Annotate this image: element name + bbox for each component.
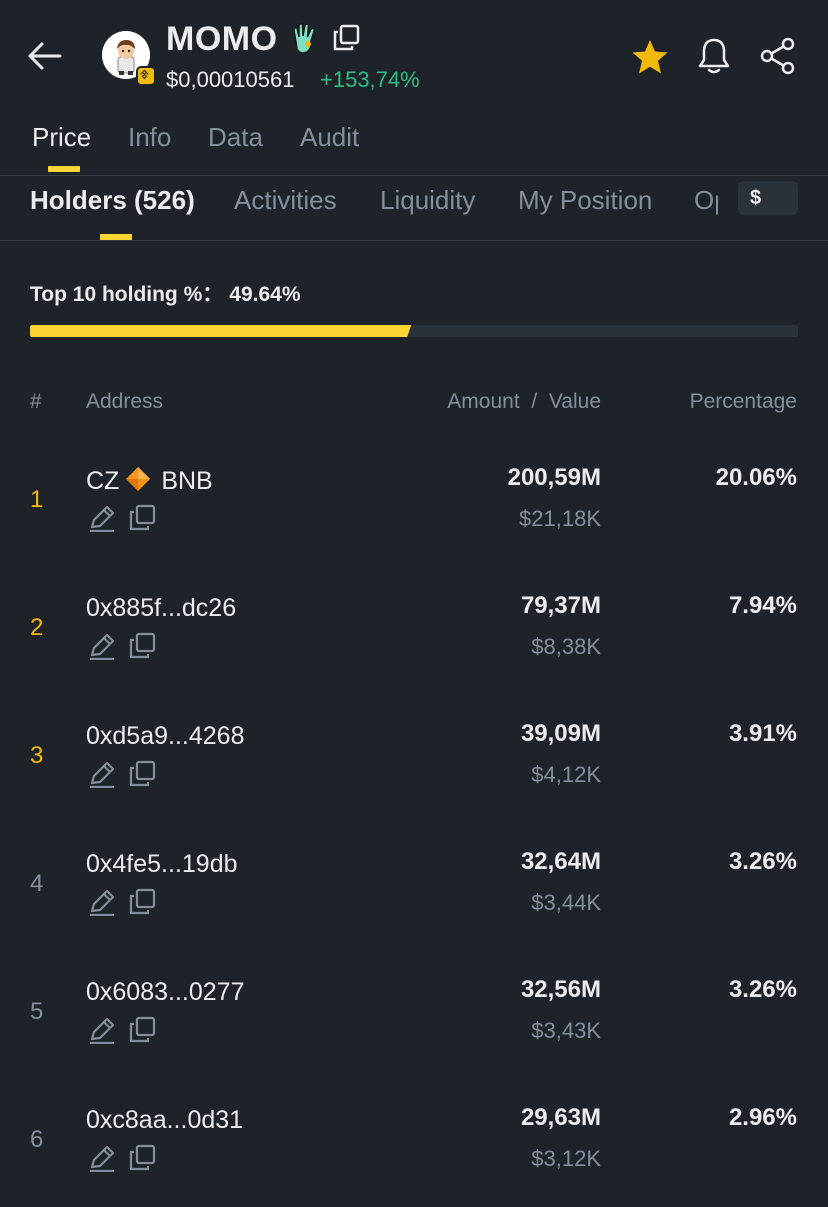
token-price: $0,00010561 [166, 67, 295, 92]
holder-rank: 1 [30, 486, 44, 513]
edit-icon[interactable] [88, 1144, 116, 1172]
holder-value: $21,18K [519, 506, 601, 531]
holder-value: $3,43K [531, 1018, 601, 1043]
holder-row[interactable]: 2 0x885f...dc26 79,37M $8,38K 7.94% [0, 578, 828, 706]
tab-my-position[interactable]: My Position [518, 185, 653, 215]
holder-address-link[interactable]: 0xc8aa...0d31 [86, 1106, 243, 1135]
holder-percentage: 20.06% [715, 464, 797, 491]
holder-address-link[interactable]: CZ BNB [86, 466, 213, 496]
copy-icon[interactable] [128, 760, 156, 788]
holder-rank: 2 [30, 614, 44, 641]
tab-op[interactable]: Op [694, 185, 718, 215]
edit-icon[interactable] [88, 504, 116, 532]
holder-amount: 32,56M [520, 976, 601, 1003]
tab-activities[interactable]: Activities [234, 185, 337, 215]
holder-rank: 5 [30, 998, 44, 1025]
top10-progress-bar [30, 325, 798, 337]
holder-row[interactable]: 6 0xc8aa...0d31 29,63M $3,12K 2.96% [0, 1090, 828, 1207]
holder-rank: 3 [30, 742, 44, 769]
star-icon[interactable] [630, 38, 670, 76]
holder-amount: 39,09M [520, 720, 601, 747]
share-icon[interactable] [758, 36, 798, 76]
holder-value: $3,44K [531, 890, 601, 915]
sub-tab-bar: Holders (526) Activities Liquidity My Po… [0, 176, 828, 241]
holder-row[interactable]: 4 0x4fe5...19db 32,64M $3,44K 3.26% [0, 834, 828, 962]
holder-value: $4,12K [531, 762, 601, 787]
copy-icon[interactable] [332, 24, 360, 52]
tab-audit[interactable]: Audit [300, 122, 360, 152]
tab-holders[interactable]: Holders (526) [30, 185, 195, 215]
holder-address-link[interactable]: 0x4fe5...19db [86, 850, 238, 879]
holder-percentage: 2.96% [728, 1104, 797, 1131]
hand-emoji-icon [293, 23, 316, 54]
holder-percentage: 3.26% [728, 976, 797, 1003]
active-subtab-indicator [100, 234, 132, 240]
holder-address: 0xd5a9...4268 [86, 722, 245, 750]
token-header: MOMO $0,00010561 +153,74% [0, 0, 828, 112]
holder-value: $8,38K [531, 634, 601, 659]
holder-rank: 6 [30, 1126, 44, 1153]
edit-icon[interactable] [88, 1016, 116, 1044]
tab-price[interactable]: Price [32, 122, 92, 152]
holder-amount: 29,63M [520, 1104, 601, 1131]
holder-percentage: 7.94% [728, 592, 797, 619]
currency-toggle[interactable]: $ [738, 181, 798, 215]
holder-address-link[interactable]: 0xd5a9...4268 [86, 722, 244, 751]
holder-row[interactable]: 1 CZ BNB 200,59M $21,18K 20.06% [0, 450, 828, 578]
token-name: MOMO [166, 20, 278, 58]
copy-icon[interactable] [128, 888, 156, 916]
copy-icon[interactable] [128, 1144, 156, 1172]
holder-address: 0x885f...dc26 [86, 594, 237, 622]
holder-address-link[interactable]: 0x6083...0277 [86, 978, 244, 1007]
col-amount-value: Amount / Value [447, 390, 601, 413]
tab-info[interactable]: Info [128, 122, 172, 152]
holder-address-link[interactable]: 0x885f...dc26 [86, 594, 236, 623]
holder-row[interactable]: 5 0x6083...0277 32,56M $3,43K 3.26% [0, 962, 828, 1090]
holder-value: $3,12K [531, 1146, 601, 1171]
top10-value: 49.64% [229, 283, 301, 306]
tab-overflow-clip: Op [694, 176, 718, 240]
holder-amount: 79,37M [520, 592, 601, 619]
price-change: +153,74% [320, 67, 420, 92]
holder-percentage: 3.91% [728, 720, 797, 747]
top10-summary: Top 10 holding %： 49.64% [30, 278, 307, 308]
copy-icon[interactable] [128, 632, 156, 660]
top10-progress-fill [30, 325, 411, 337]
edit-icon[interactable] [88, 632, 116, 660]
holder-address: 0x4fe5...19db [86, 850, 238, 878]
holder-address: CZ [86, 467, 120, 495]
bnb-chain-badge [136, 66, 156, 86]
main-tab-bar: Price Info Data Audit [0, 112, 828, 176]
col-percentage: Percentage [689, 390, 797, 413]
tab-liquidity[interactable]: Liquidity [380, 185, 476, 215]
col-address: Address [86, 390, 164, 413]
bell-icon[interactable] [694, 36, 734, 76]
holder-amount: 32,64M [520, 848, 601, 875]
holder-address: 0x6083...0277 [86, 978, 245, 1006]
edit-icon[interactable] [88, 760, 116, 788]
holder-percentage: 3.26% [728, 848, 797, 875]
tab-data[interactable]: Data [208, 122, 263, 152]
copy-icon[interactable] [128, 1016, 156, 1044]
holder-row[interactable]: 3 0xd5a9...4268 39,09M $4,12K 3.91% [0, 706, 828, 834]
col-rank: # [30, 390, 42, 413]
holder-amount: 200,59M [507, 464, 601, 491]
diamond-icon [126, 467, 151, 491]
active-tab-indicator [48, 166, 80, 172]
holder-tag: BNB [161, 467, 213, 495]
holder-address: 0xc8aa...0d31 [86, 1106, 244, 1134]
edit-icon[interactable] [88, 888, 116, 916]
holder-rank: 4 [30, 870, 44, 897]
copy-icon[interactable] [128, 504, 156, 532]
arrow-left-icon[interactable] [26, 40, 62, 72]
top10-label: Top 10 holding %： [30, 283, 224, 306]
